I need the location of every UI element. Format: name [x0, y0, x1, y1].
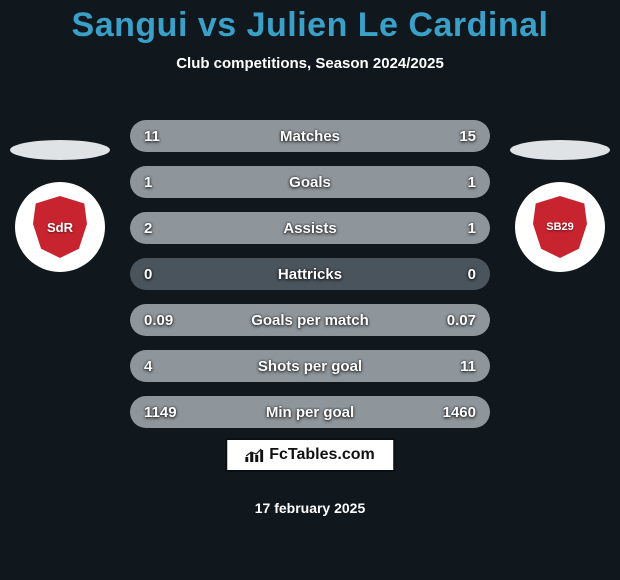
brand-box: FcTables.com: [225, 438, 395, 472]
stat-value-right: 15: [459, 128, 476, 145]
date-label: 17 february 2025: [0, 500, 620, 516]
stat-value-left: 4: [144, 358, 152, 375]
stat-label: Goals per match: [251, 312, 369, 329]
shadow-ellipse-left: [10, 140, 110, 160]
shield-left-label: SdR: [47, 220, 73, 235]
stat-fill-left: [130, 166, 310, 198]
stat-row: Min per goal 1149 1460: [130, 396, 490, 428]
stat-label: Matches: [280, 128, 340, 145]
stat-label: Goals: [289, 174, 331, 191]
stat-label: Shots per goal: [258, 358, 362, 375]
stat-value-right: 0: [468, 266, 476, 283]
stat-row: Matches 11 15: [130, 120, 490, 152]
brand-text: FcTables.com: [269, 446, 375, 464]
page-title: Sangui vs Julien Le Cardinal: [0, 0, 620, 45]
club-left-area: SdR: [0, 140, 120, 272]
stat-label: Hattricks: [278, 266, 342, 283]
stats-container: Matches1115Goals11Assists21Hattricks00Go…: [130, 120, 490, 428]
shield-right-label: SB29: [546, 221, 574, 233]
stat-row: Shots per goal 4 11: [130, 350, 490, 382]
stat-label: Assists: [283, 220, 336, 237]
stat-value-right: 1: [468, 220, 476, 237]
stat-row: Goals per match 0.09 0.07: [130, 304, 490, 336]
chart-icon: [245, 448, 263, 462]
crest-left: SdR: [15, 182, 105, 272]
stat-value-right: 11: [460, 358, 476, 375]
shield-right: SB29: [533, 196, 587, 258]
shadow-ellipse-right: [510, 140, 610, 160]
shield-left: SdR: [33, 196, 87, 258]
stat-value-right: 1: [468, 174, 476, 191]
stat-label: Min per goal: [266, 404, 354, 421]
stat-value-left: 1: [144, 174, 152, 191]
stat-row: Hattricks 0 0: [130, 258, 490, 290]
stat-row: Goals 1 1: [130, 166, 490, 198]
club-right-area: SB29: [500, 140, 620, 272]
crest-right: SB29: [515, 182, 605, 272]
stat-value-left: 0.09: [144, 312, 173, 329]
subtitle: Club competitions, Season 2024/2025: [0, 55, 620, 72]
stat-value-right: 1460: [443, 404, 476, 421]
stat-value-left: 11: [144, 128, 160, 145]
stat-value-right: 0.07: [447, 312, 476, 329]
stat-value-left: 1149: [144, 404, 177, 421]
stat-value-left: 0: [144, 266, 152, 283]
stat-row: Assists 2 1: [130, 212, 490, 244]
stat-value-left: 2: [144, 220, 152, 237]
stat-fill-right: [310, 166, 490, 198]
